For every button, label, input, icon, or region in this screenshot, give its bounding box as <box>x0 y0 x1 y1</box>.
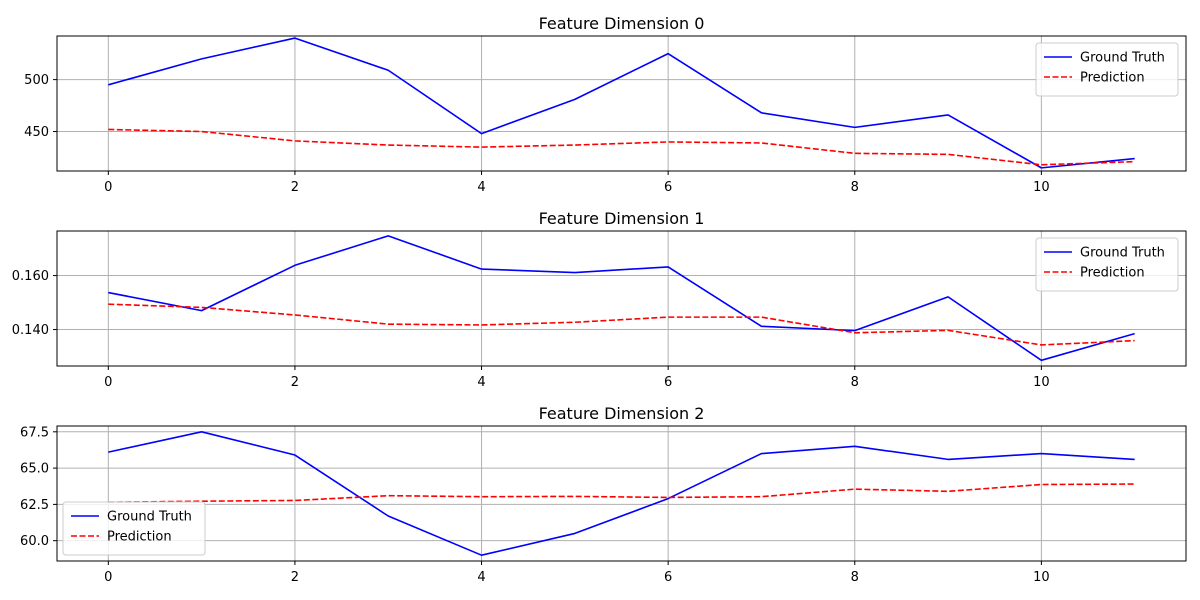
x-tick-label: 6 <box>664 375 672 390</box>
y-tick-label: 65.0 <box>20 462 49 477</box>
series-line-prediction <box>108 483 1135 504</box>
legend: Ground Truth Prediction <box>62 501 206 556</box>
subplot-title: Feature Dimension 2 <box>539 404 705 423</box>
legend-label: Ground Truth <box>1080 246 1165 261</box>
y-tick-label: 60.0 <box>20 534 49 549</box>
x-tick-label: 4 <box>477 375 485 390</box>
x-tick-label: 8 <box>851 570 859 585</box>
x-tick-label: 4 <box>477 570 485 585</box>
y-tick-label: 0.140 <box>12 323 49 338</box>
x-tick-label: 6 <box>664 570 672 585</box>
x-tick-label: 8 <box>851 180 859 195</box>
legend: Ground Truth Prediction <box>1035 237 1179 292</box>
x-tick-label: 2 <box>291 375 299 390</box>
subplot-1: Feature Dimension 1 0 2 4 6 8 10 0.140 0.160 Grou… <box>12 209 1187 390</box>
x-tick-label: 0 <box>104 180 112 195</box>
legend-label: Prediction <box>1080 266 1145 281</box>
series-line-prediction <box>108 303 1135 346</box>
axes-frame <box>56 425 1187 562</box>
series-line-prediction <box>108 128 1135 166</box>
x-tick-label: 2 <box>291 180 299 195</box>
subplot-2: Feature Dimension 2 0 2 4 6 8 10 60.0 62.5 65.0 67… <box>20 404 1187 585</box>
y-tick-label: 0.160 <box>12 269 49 284</box>
subplot-title: Feature Dimension 1 <box>539 209 705 228</box>
x-tick-label: 10 <box>1033 375 1050 390</box>
legend: Ground Truth Prediction <box>1035 42 1179 97</box>
legend-label: Prediction <box>107 530 172 545</box>
x-tick-label: 6 <box>664 180 672 195</box>
legend-label: Prediction <box>1080 71 1145 86</box>
subplot-0: Feature Dimension 0 0 2 4 6 8 10 450 500 Ground T… <box>24 14 1187 195</box>
y-tick-label: 62.5 <box>20 498 49 513</box>
x-tick-label: 0 <box>104 570 112 585</box>
x-tick-label: 4 <box>477 180 485 195</box>
x-tick-label: 10 <box>1033 570 1050 585</box>
legend-label: Ground Truth <box>107 510 192 525</box>
x-tick-label: 0 <box>104 375 112 390</box>
axes-frame <box>56 230 1187 367</box>
y-tick-label: 500 <box>24 73 49 88</box>
series-line-ground-truth <box>108 235 1135 362</box>
axes-frame <box>56 35 1187 172</box>
legend-label: Ground Truth <box>1080 51 1165 66</box>
series-line-ground-truth <box>108 37 1135 169</box>
series-line-ground-truth <box>108 431 1135 556</box>
x-tick-label: 10 <box>1033 180 1050 195</box>
x-tick-label: 2 <box>291 570 299 585</box>
y-tick-label: 450 <box>24 125 49 140</box>
x-tick-label: 8 <box>851 375 859 390</box>
y-tick-label: 67.5 <box>20 425 49 440</box>
subplot-title: Feature Dimension 0 <box>539 14 705 33</box>
